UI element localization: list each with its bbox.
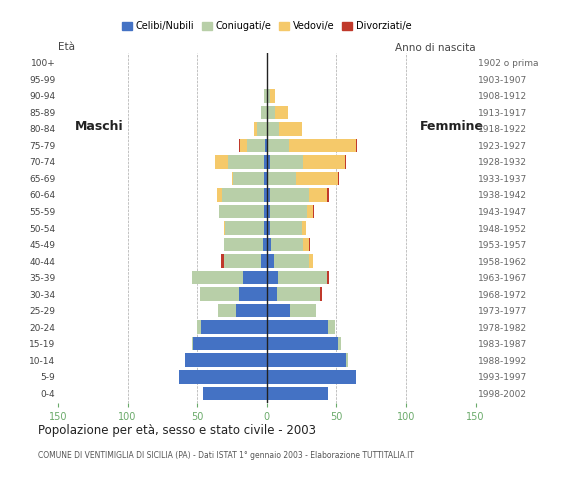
Bar	[270, 188, 309, 202]
Bar	[327, 271, 329, 284]
Bar	[267, 89, 270, 103]
Bar	[219, 204, 264, 218]
Bar	[261, 254, 267, 268]
Bar	[267, 320, 328, 334]
Bar	[184, 353, 267, 367]
Bar	[296, 172, 338, 185]
Bar	[274, 254, 309, 268]
Bar	[270, 89, 275, 103]
Bar	[225, 221, 264, 235]
Bar	[309, 188, 327, 202]
Bar	[236, 304, 267, 317]
Bar	[264, 188, 267, 202]
Bar	[267, 271, 278, 284]
Bar	[270, 221, 302, 235]
Text: Età: Età	[58, 42, 75, 52]
Bar	[267, 254, 274, 268]
Text: COMUNE DI VENTIMIGLIA DI SICILIA (PA) - Dati ISTAT 1° gennaio 2003 - Elaborazion: COMUNE DI VENTIMIGLIA DI SICILIA (PA) - …	[38, 451, 414, 460]
Bar	[240, 139, 247, 152]
Bar	[264, 89, 267, 103]
Bar	[224, 221, 225, 235]
Bar	[289, 139, 356, 152]
Bar	[264, 204, 267, 218]
Text: Femmine: Femmine	[420, 120, 484, 132]
Bar	[291, 304, 316, 317]
Bar	[267, 155, 270, 168]
Bar	[303, 155, 345, 168]
Bar	[239, 139, 240, 152]
Bar	[233, 172, 264, 185]
Text: Anno di nascita: Anno di nascita	[395, 43, 476, 53]
Bar	[200, 288, 239, 301]
Bar	[254, 122, 257, 136]
Bar	[267, 288, 277, 301]
Bar	[277, 288, 320, 301]
Bar	[264, 221, 267, 235]
Bar	[302, 221, 306, 235]
Bar	[264, 155, 267, 168]
Bar	[232, 172, 233, 185]
Bar	[218, 304, 236, 317]
Bar	[309, 238, 310, 252]
Bar	[191, 271, 243, 284]
Bar	[267, 304, 291, 317]
Bar	[267, 139, 268, 152]
Text: Popolazione per età, sesso e stato civile - 2003: Popolazione per età, sesso e stato civil…	[38, 424, 316, 437]
Bar	[222, 188, 264, 202]
Bar	[201, 320, 267, 334]
Bar	[313, 204, 314, 218]
Bar	[197, 320, 201, 334]
Bar	[224, 254, 261, 268]
Bar	[271, 238, 303, 252]
Bar	[303, 238, 309, 252]
Bar	[267, 386, 328, 400]
Bar	[338, 337, 340, 350]
Bar	[356, 139, 357, 152]
Bar	[261, 106, 267, 119]
Bar	[217, 188, 222, 202]
Bar	[270, 204, 307, 218]
Legend: Celibi/Nubili, Coniugati/e, Vedovi/e, Divorziati/e: Celibi/Nubili, Coniugati/e, Vedovi/e, Di…	[118, 17, 415, 35]
Bar	[267, 172, 268, 185]
Bar	[328, 320, 335, 334]
Bar	[346, 353, 347, 367]
Bar	[263, 238, 267, 252]
Bar	[266, 139, 267, 152]
Bar	[221, 254, 224, 268]
Bar	[267, 221, 270, 235]
Bar	[338, 172, 339, 185]
Bar	[327, 188, 329, 202]
Bar	[267, 106, 275, 119]
Bar	[239, 288, 267, 301]
Bar	[264, 172, 267, 185]
Bar	[307, 204, 313, 218]
Text: Maschi: Maschi	[75, 120, 124, 132]
Bar	[267, 204, 270, 218]
Bar	[267, 353, 346, 367]
Bar	[215, 155, 228, 168]
Bar	[247, 139, 266, 152]
Bar	[345, 155, 346, 168]
Bar	[243, 271, 267, 284]
Bar	[280, 122, 302, 136]
Bar	[268, 139, 289, 152]
Bar	[320, 288, 322, 301]
Bar	[268, 172, 296, 185]
Bar	[278, 271, 327, 284]
Bar	[179, 370, 267, 384]
Bar	[267, 337, 338, 350]
Bar	[193, 337, 267, 350]
Bar	[267, 238, 271, 252]
Bar	[267, 370, 356, 384]
Bar	[257, 122, 267, 136]
Bar	[267, 188, 270, 202]
Bar	[267, 122, 280, 136]
Bar	[275, 106, 288, 119]
Bar	[309, 254, 313, 268]
Bar	[270, 155, 303, 168]
Bar	[191, 337, 193, 350]
Bar	[203, 386, 267, 400]
Bar	[228, 155, 264, 168]
Bar	[224, 238, 263, 252]
